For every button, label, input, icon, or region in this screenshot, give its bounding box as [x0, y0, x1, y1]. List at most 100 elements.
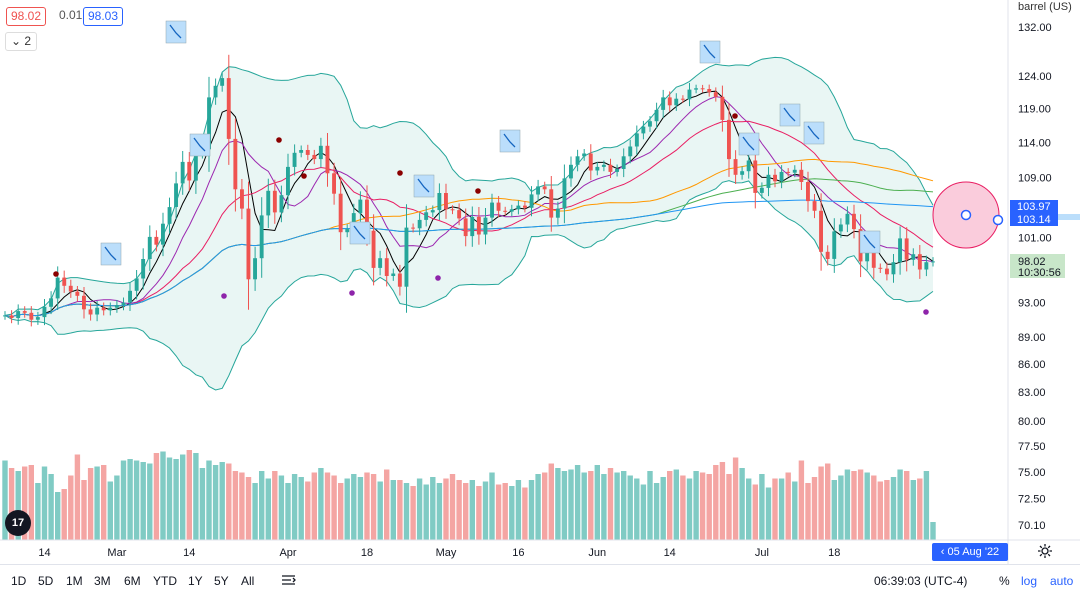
candle-body — [246, 208, 251, 280]
volume-bar — [324, 472, 331, 540]
candle-body — [615, 169, 619, 172]
volume-bar — [864, 472, 870, 540]
candle-body — [266, 190, 271, 216]
range-6m-button[interactable]: 6M — [124, 574, 141, 588]
unit-label[interactable]: barrel (US) — [1018, 1, 1072, 13]
moving-averages — [4, 90, 934, 318]
candle-body — [779, 171, 784, 182]
signal-dot — [53, 271, 59, 277]
volume-bar — [239, 472, 245, 540]
volume-bar — [851, 471, 857, 540]
volume-bar — [542, 472, 548, 540]
range-3m-button[interactable]: 3M — [94, 574, 111, 588]
range-5y-button[interactable]: 5Y — [214, 574, 229, 588]
signal-flag-icon — [499, 129, 521, 153]
volume-bar — [574, 465, 581, 540]
signal-flag-icon — [349, 221, 371, 245]
volume-bar — [785, 472, 791, 540]
volume-bar — [489, 472, 495, 540]
settings-gear-icon[interactable] — [1037, 543, 1053, 559]
auto-scale-toggle[interactable]: auto — [1050, 574, 1074, 588]
candle-body — [931, 261, 935, 263]
volume-bar — [443, 478, 449, 540]
volume-bar — [370, 474, 377, 540]
time-tick-label: Jun — [588, 547, 606, 559]
crosshair-date-badge: ‹ 05 Aug '22 — [932, 543, 1008, 561]
indicator-count-toggle[interactable]: ⌄ 2 — [5, 32, 38, 51]
volume-bar — [811, 477, 818, 540]
candle-body — [516, 205, 521, 210]
candle-body — [562, 178, 567, 209]
candle-body — [792, 169, 797, 173]
bb-lower-badge — [1010, 213, 1058, 226]
volume-bar — [133, 460, 140, 540]
candle-body — [463, 218, 468, 237]
volume-bar — [173, 459, 179, 540]
range-1m-button[interactable]: 1M — [66, 574, 83, 588]
volume-bar — [917, 478, 923, 540]
volume-bar — [667, 471, 673, 540]
signal-dot — [923, 309, 929, 315]
calendar-range-icon[interactable] — [281, 573, 296, 588]
log-scale-toggle[interactable]: log — [1021, 574, 1038, 588]
range-5d-button[interactable]: 5D — [38, 574, 54, 588]
candle-body — [299, 150, 304, 153]
range-1y-button[interactable]: 1Y — [188, 574, 203, 588]
candle-body — [555, 208, 560, 218]
candle-body — [9, 315, 14, 318]
candle-body — [608, 164, 613, 172]
volume-bar — [621, 471, 627, 540]
range-ytd-button[interactable]: YTD — [153, 574, 177, 588]
tradingview-logo-icon[interactable]: 17 — [5, 510, 31, 536]
candle-body — [483, 217, 488, 235]
range-all-button[interactable]: All — [241, 574, 255, 588]
candle-body — [806, 182, 810, 202]
candle-body — [891, 262, 896, 275]
volume-bar — [41, 466, 48, 540]
percent-scale-toggle[interactable]: % — [999, 574, 1010, 588]
ask-price-button[interactable]: 98.03 — [83, 7, 124, 26]
range-1d-button[interactable]: 1D — [11, 574, 27, 588]
candle-body — [634, 133, 639, 147]
bid-price-button[interactable]: 98.02 — [6, 7, 47, 26]
target-circle-icon[interactable] — [932, 181, 1004, 249]
volume-bar — [765, 487, 772, 540]
candle-body — [154, 236, 159, 245]
volume-bar — [140, 462, 146, 540]
candle-body — [628, 146, 633, 157]
candle-body — [292, 152, 297, 167]
candle-body — [338, 193, 343, 233]
candle-body — [430, 210, 435, 213]
price-axis[interactable]: 132.00 124.00 119.00 114.00 109.00 101.00 93.0… — [1018, 22, 1052, 532]
volume-bar — [377, 481, 383, 540]
volume-bar — [219, 462, 225, 540]
signal-flag-icon — [413, 174, 435, 198]
volume-bar — [206, 460, 212, 540]
clock-timezone[interactable]: 06:39:03 (UTC-4) — [874, 574, 968, 588]
last-price-badge — [1010, 254, 1065, 278]
signal-flag-arrow — [503, 133, 516, 148]
candle-body — [114, 305, 119, 308]
bb-lower-line — [4, 180, 934, 391]
candle-body — [345, 229, 350, 233]
bb-upper-line — [4, 56, 934, 316]
time-tick-label: Apr — [279, 547, 296, 559]
volume-bar — [193, 453, 199, 540]
signal-flag-arrow — [742, 136, 755, 151]
signal-dot — [397, 170, 403, 176]
signal-markers — [53, 20, 929, 315]
candle-body — [871, 248, 876, 268]
price-tick-label: 93.00 — [1018, 298, 1046, 310]
time-tick-label: 14 — [38, 547, 50, 559]
volume-bar — [114, 475, 120, 540]
volume-bar — [305, 481, 311, 540]
volume-bar — [647, 471, 653, 540]
volume-bar — [285, 483, 291, 540]
candle-body — [411, 227, 415, 229]
price-tick-label: 86.00 — [1018, 359, 1046, 371]
price-tick-label: 83.00 — [1018, 387, 1046, 399]
volume-bar — [87, 468, 94, 540]
time-axis[interactable]: 14 Mar 14 Apr 18 May 16 Jun 14 Jul 18 — [38, 547, 840, 559]
